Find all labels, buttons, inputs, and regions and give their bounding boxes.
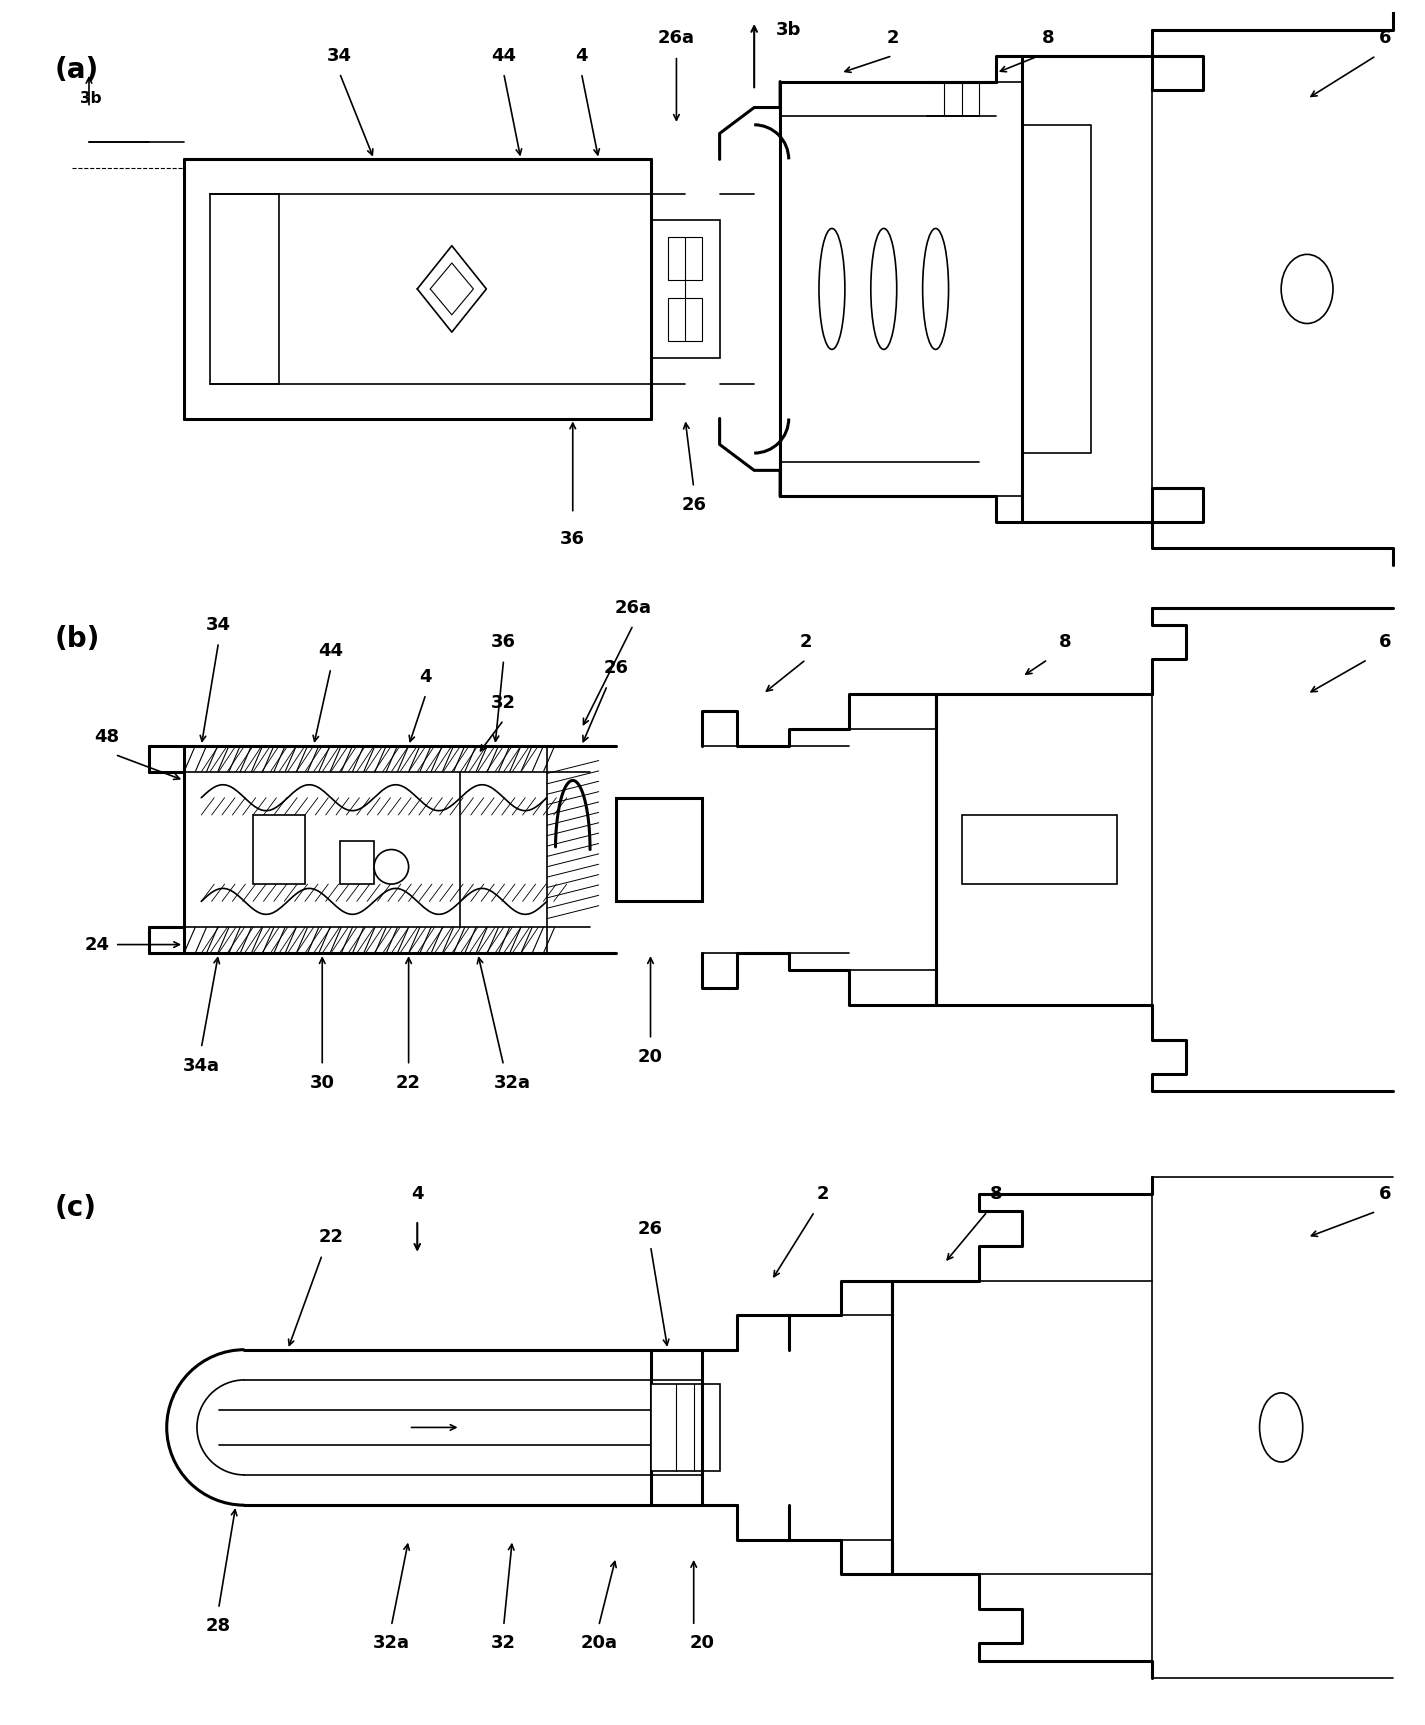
Text: 2: 2 (886, 29, 899, 47)
Bar (668, 236, 703, 279)
Text: 26: 26 (638, 1220, 663, 1239)
Text: 6: 6 (1378, 29, 1391, 47)
Circle shape (373, 849, 409, 885)
Text: 22: 22 (396, 1073, 422, 1092)
Text: 34: 34 (326, 47, 352, 64)
Text: 44: 44 (492, 47, 516, 64)
Text: 4: 4 (576, 47, 587, 64)
Bar (254, 814, 305, 885)
Text: 26a: 26a (614, 599, 651, 616)
Text: 26a: 26a (658, 29, 695, 47)
Text: 6: 6 (1378, 1185, 1391, 1202)
Text: 22: 22 (318, 1228, 343, 1247)
Text: 32: 32 (492, 1634, 516, 1653)
Text: 36: 36 (560, 531, 586, 549)
Text: 34: 34 (207, 616, 231, 633)
Text: 20: 20 (638, 1047, 663, 1066)
Text: 48: 48 (94, 728, 118, 747)
Text: 6: 6 (1378, 633, 1391, 652)
Text: 4: 4 (410, 1185, 423, 1202)
Text: 32a: 32a (494, 1073, 530, 1092)
Text: 32: 32 (492, 693, 516, 712)
Text: (a): (a) (54, 55, 98, 85)
Bar (650, 219, 720, 359)
Text: 26: 26 (603, 659, 628, 678)
Bar (650, 1383, 720, 1471)
Text: 24: 24 (86, 935, 110, 954)
Text: 2: 2 (817, 1185, 829, 1202)
Text: 4: 4 (419, 668, 432, 687)
Text: 26: 26 (681, 495, 707, 514)
Text: 3b: 3b (777, 21, 801, 38)
Text: 20a: 20a (580, 1634, 617, 1653)
Text: (b): (b) (54, 624, 100, 654)
Bar (668, 298, 703, 342)
Text: 8: 8 (990, 1185, 1002, 1202)
Text: 20: 20 (690, 1634, 715, 1653)
Text: 2: 2 (799, 633, 812, 652)
Text: 8: 8 (1059, 633, 1072, 652)
Text: 44: 44 (318, 642, 343, 661)
Bar (962, 814, 1117, 885)
Bar (616, 797, 703, 902)
Text: 28: 28 (207, 1616, 231, 1635)
Text: 8: 8 (1042, 29, 1054, 47)
Text: 32a: 32a (373, 1634, 410, 1653)
Text: 3b: 3b (80, 91, 101, 107)
Text: 30: 30 (309, 1073, 335, 1092)
Text: (c): (c) (54, 1194, 97, 1223)
Text: 36: 36 (492, 633, 516, 652)
Bar (339, 840, 373, 885)
Text: 34a: 34a (182, 1056, 219, 1075)
